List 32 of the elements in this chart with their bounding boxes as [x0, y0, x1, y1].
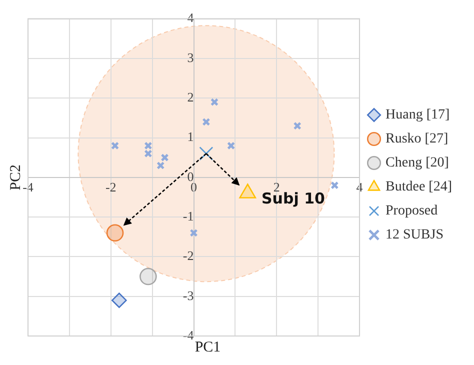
y-tick-label: 0: [187, 168, 194, 184]
point: [202, 118, 210, 126]
y-tick-label: 1: [187, 129, 194, 144]
y-tick-label: -1: [182, 208, 194, 224]
point: [190, 228, 198, 237]
legend-label: Rusko [27]: [386, 132, 448, 147]
point: [199, 146, 214, 161]
y-axis-title: PC2: [8, 164, 24, 190]
point: [293, 122, 302, 130]
point: [210, 98, 219, 106]
x-tick-label: 2: [273, 180, 280, 195]
point: [330, 181, 339, 190]
point: [160, 154, 169, 162]
x-axis-title: PC1: [194, 339, 221, 356]
point: [156, 161, 165, 170]
y-tick-label: -2: [182, 248, 194, 264]
y-tick-label: 2: [187, 90, 194, 105]
point: [110, 142, 120, 150]
y-tick-label: -3: [182, 288, 194, 303]
legend-label: Butdee [24]: [386, 180, 452, 195]
y-tick-label: 4: [187, 10, 194, 26]
legend-label: Huang [17]: [386, 108, 450, 123]
point: [106, 224, 124, 242]
legend-label: Proposed: [386, 204, 438, 219]
legend-label: Cheng [20]: [386, 156, 449, 171]
point: [112, 292, 127, 308]
point: [227, 142, 236, 150]
point: [140, 268, 157, 286]
y-tick-label: 3: [187, 50, 194, 65]
x-tick-label: 4: [356, 180, 364, 195]
x-tick-label: -2: [105, 180, 116, 195]
legend-label: 12 SUBJS: [386, 228, 444, 243]
